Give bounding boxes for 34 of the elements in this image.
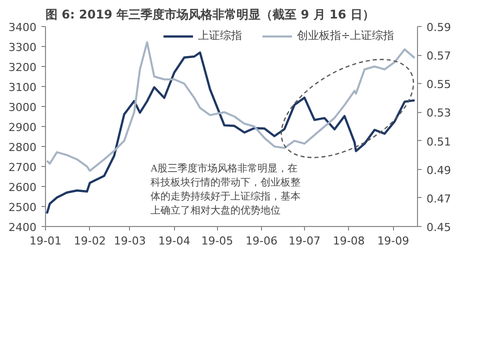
x-tick-label: 19-06 [246,234,278,248]
chart-title: 图 6: 2019 年三季度市场风格非常明显（截至 9 月 16 日） [46,8,374,22]
y2-tick-label: 0.57 [426,50,451,63]
x-tick-label: 19-08 [332,234,365,248]
legend-label: 上证综指 [198,28,242,43]
x-tick-label: 19-07 [288,234,320,248]
x-tick-label: 19-05 [201,234,234,248]
y-tick-label: 2700 [8,161,37,174]
line-series [46,41,416,172]
y2-tick-label: 0.59 [426,21,451,34]
y2-tick-label: 0.47 [426,192,451,206]
line-series [46,51,416,215]
y-tick-label: 2900 [8,121,37,134]
y2-tick-label: 0.53 [426,106,451,120]
y-tick-label: 2800 [8,141,37,154]
y-tick-label: 3200 [8,61,37,74]
y2-tick-label: 0.55 [426,78,451,92]
y2-tick-label: 0.49 [426,164,451,177]
x-tick-label: 19-02 [74,234,106,248]
y2-tick-label: 0.51 [426,135,451,148]
y-tick-label: 2500 [8,201,37,214]
y2-tick-label: 0.45 [426,221,451,234]
legend-label: 创业板指÷上证综指 [297,28,394,43]
x-tick-label: 19-04 [158,234,190,248]
y-tick-label: 3000 [8,101,37,114]
x-tick-label: 19-03 [114,234,146,248]
y-tick-label: 3400 [8,21,37,34]
y-tick-label: 3100 [8,81,37,94]
x-tick-label: 19-09 [377,234,410,248]
x-tick-label: 19-01 [30,234,62,248]
y-tick-label: 2600 [8,181,37,194]
annotation: A股三季度市场风格非常明显，在科技板块行情的带动下，创业板整体的走势持续好于上证综指，基本上确立了相对大盘的优势地位 [150,162,300,216]
y-tick-label: 3300 [8,41,37,54]
y-tick-label: 2400 [8,221,37,234]
